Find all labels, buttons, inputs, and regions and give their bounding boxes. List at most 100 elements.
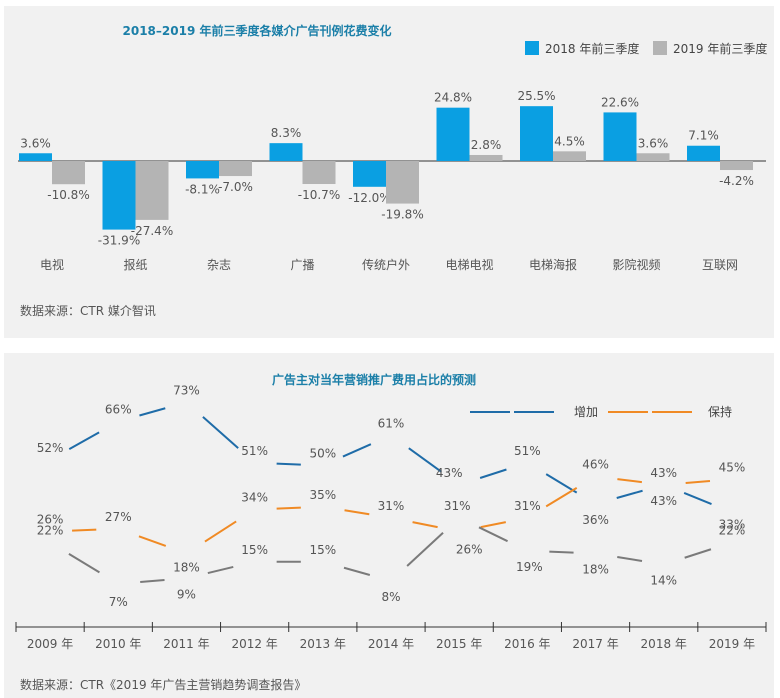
bar-label-1-5: 2.8%	[471, 138, 502, 152]
bar-chart-marks: 3.6% -10.8% 电视 -31.9%-27.4% 报纸 -8.1%-7.0% 杂志 8.…	[18, 89, 766, 272]
x-tick-label-6: 2015 年	[436, 637, 482, 651]
point-label-0-6: 43%	[436, 466, 463, 480]
line-chart: 广告主对当年营销推广费用占比的预测 增加 保持 2009 年 2010 年 2011…	[15, 372, 767, 692]
category-label-2: 杂志	[207, 258, 231, 272]
line-segment-1-7	[545, 487, 578, 508]
x-tick-label-3: 2012 年	[231, 637, 277, 651]
line-segment-0-8	[616, 489, 643, 499]
x-tick-label-9: 2018 年	[641, 637, 687, 651]
bar-label-1-8: -4.2%	[719, 174, 754, 188]
bar-label-0-1: -31.9%	[98, 234, 140, 248]
bar-1-4	[386, 161, 419, 204]
bar-label-1-7: 3.6%	[638, 136, 669, 150]
line-segment-0-1	[139, 407, 166, 417]
bar-chart-title: 2018–2019 年前三季度各媒介广告刊例花费变化	[123, 23, 392, 38]
bar-label-1-1: -27.4%	[131, 224, 173, 238]
line-segment-0-2	[202, 416, 239, 449]
point-label-2-9: 14%	[650, 574, 677, 588]
point-label-2-0: 22%	[37, 524, 64, 538]
x-tick-label-2: 2011 年	[163, 637, 209, 651]
category-label-1: 报纸	[123, 257, 147, 272]
point-label-1-10: 45%	[719, 460, 746, 474]
bar-label-0-3: 8.3%	[271, 126, 302, 140]
bar-0-5	[436, 107, 470, 161]
x-tick-label-5: 2014 年	[368, 637, 414, 651]
line-segment-1-6	[480, 521, 506, 529]
point-label-1-5: 31%	[378, 499, 405, 513]
point-label-0-4: 50%	[309, 447, 336, 461]
category-label-3: 广播	[290, 258, 314, 272]
bar-0-4	[353, 161, 386, 187]
line-segment-1-1	[138, 535, 167, 547]
category-label-0: 电视	[40, 257, 64, 272]
line-segment-2-8	[617, 556, 643, 562]
bar-label-0-7: 22.6%	[601, 95, 639, 109]
line-segment-2-6	[478, 526, 508, 543]
bar-label-1-2: -7.0%	[218, 180, 253, 194]
bar-label-0-4: -12.0%	[348, 191, 390, 205]
bar-0-8	[687, 145, 720, 161]
x-tick-label-4: 2013 年	[300, 637, 346, 651]
point-label-1-7: 31%	[514, 499, 541, 513]
category-label-7: 影院视频	[612, 257, 660, 272]
legend-label-increase: 增加	[574, 405, 598, 419]
line-segment-1-3	[276, 506, 301, 510]
point-label-0-9: 43%	[650, 494, 677, 508]
point-label-2-4: 15%	[309, 543, 336, 557]
point-label-1-1: 27%	[105, 510, 132, 524]
x-tick-label-8: 2017 年	[572, 637, 618, 651]
line-segment-0-9	[683, 492, 712, 505]
bar-0-0	[19, 153, 52, 161]
bar-label-1-0: -10.8%	[47, 188, 89, 202]
bar-0-7	[603, 112, 637, 161]
bar-label-0-2: -8.1%	[185, 182, 220, 196]
category-label-5: 电梯电视	[445, 257, 493, 272]
point-label-2-1: 7%	[109, 595, 128, 609]
point-label-2-5: 8%	[381, 590, 400, 604]
bar-1-8	[720, 161, 753, 171]
line-segment-0-6	[479, 468, 507, 479]
point-label-1-2: 18%	[173, 561, 200, 575]
line-chart-marks: 2009 年 2010 年 2011 年 2012 年 2013 年 2014 年 2015…	[15, 383, 767, 651]
line-segment-1-2	[204, 520, 237, 543]
line-segment-0-4	[342, 443, 372, 458]
x-tick-label-7: 2016 年	[504, 637, 550, 651]
bar-0-1	[102, 161, 136, 230]
bar-1-3	[302, 161, 336, 185]
bar-chart-panel: 2018–2019 年前三季度各媒介广告刊例花费变化 2018 年前三季度 20…	[4, 6, 774, 338]
legend-label-2019: 2019 年前三季度	[673, 41, 767, 56]
line-chart-title: 广告主对当年营销推广费用占比的预测	[272, 372, 476, 387]
bar-label-1-4: -19.8%	[381, 208, 423, 222]
line-segment-1-5	[412, 521, 438, 529]
legend-label-2018: 2018 年前三季度	[545, 41, 639, 56]
bar-1-1	[135, 161, 169, 220]
point-label-2-3: 15%	[241, 543, 268, 557]
bar-1-2	[219, 161, 252, 177]
point-label-0-1: 66%	[105, 403, 132, 417]
point-label-0-3: 51%	[241, 444, 268, 458]
point-label-1-4: 35%	[309, 488, 336, 502]
bar-label-0-8: 7.1%	[688, 129, 719, 143]
x-tick-label-0: 2009 年	[27, 637, 73, 651]
line-segment-2-9	[684, 548, 712, 559]
point-label-2-10: 22%	[719, 524, 746, 538]
point-label-2-8: 18%	[582, 563, 609, 577]
point-label-0-5: 61%	[378, 416, 405, 430]
line-segment-1-0	[72, 528, 97, 532]
line-segment-2-5	[406, 531, 444, 567]
line-chart-panel: 广告主对当年营销推广费用占比的预测 增加 保持 2009 年 2010 年 2011…	[4, 353, 774, 698]
line-segment-2-4	[343, 566, 371, 576]
line-segment-0-5	[408, 447, 442, 473]
point-label-1-6: 26%	[456, 543, 483, 557]
point-label-1-8: 46%	[582, 458, 609, 472]
bar-1-6	[553, 151, 586, 161]
line-segment-1-9	[685, 480, 711, 484]
bar-1-7	[636, 153, 670, 161]
bar-label-0-5: 24.8%	[434, 91, 472, 105]
line-segment-1-4	[344, 509, 370, 516]
legend-swatch-2019	[653, 41, 667, 55]
x-tick-label-10: 2019 年	[709, 637, 755, 651]
point-label-0-0: 52%	[37, 441, 64, 455]
point-label-2-7: 19%	[516, 560, 543, 574]
legend-swatch-2018	[525, 41, 539, 55]
